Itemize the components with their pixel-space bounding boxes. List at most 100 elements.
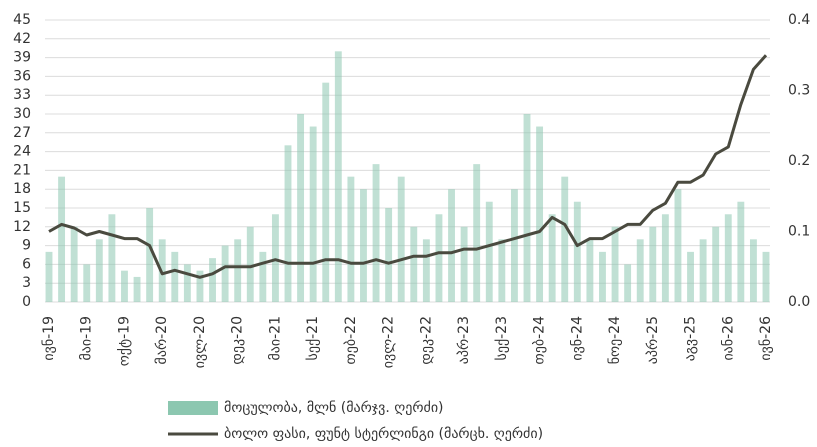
x-tick-label: აპრ-25	[644, 316, 661, 364]
bar	[209, 258, 216, 302]
bar	[561, 176, 569, 302]
x-tick-label: ნოე-24	[607, 316, 623, 364]
bar	[573, 201, 581, 302]
y-tick-label: 21	[13, 162, 31, 178]
x-tick-label: ივნ-24	[569, 316, 585, 361]
x-tick-label: ივლ-22	[381, 316, 397, 368]
y-tick-label: 39	[13, 50, 31, 66]
y-tick-label: 33	[13, 87, 31, 103]
bar	[334, 51, 342, 303]
bar	[536, 126, 544, 303]
bar	[636, 239, 644, 302]
bar	[146, 208, 154, 302]
bar	[171, 251, 179, 302]
bar	[108, 214, 116, 302]
price-line	[48, 54, 768, 279]
y-tick-label: 24	[13, 144, 31, 160]
bar	[649, 226, 657, 302]
y-tick-label: 3	[22, 275, 31, 291]
y2-tick-label: 0.1	[788, 224, 810, 240]
legend-swatch	[168, 401, 218, 415]
bar	[83, 264, 91, 302]
bar	[360, 189, 367, 302]
bar	[221, 245, 229, 302]
bar	[661, 214, 669, 302]
bar	[95, 239, 103, 302]
bar	[548, 214, 556, 302]
x-tick-label: ივნ-26	[758, 316, 774, 361]
x-tick-label: სექ-21	[305, 316, 321, 360]
x-tick-label: მაი-21	[267, 316, 283, 361]
x-tick-label: მარ-20	[153, 316, 170, 364]
bar	[372, 164, 380, 302]
x-tick-label: აპრ-23	[455, 316, 472, 364]
y-tick-label: 42	[13, 31, 31, 47]
bar	[485, 201, 493, 302]
bar	[322, 82, 330, 303]
x-tick-label: იან-26	[720, 316, 736, 361]
bar	[624, 264, 632, 302]
x-tick-label: მაი-19	[79, 316, 95, 361]
y2-tick-label: 0.3	[788, 83, 810, 99]
bar	[749, 239, 757, 302]
bar	[133, 276, 141, 302]
x-tick-label: ივლ-20	[192, 316, 208, 368]
bar	[397, 176, 405, 302]
bar	[724, 214, 732, 302]
y2-tick-label: 0.4	[788, 12, 810, 28]
bar	[510, 189, 518, 302]
bar	[674, 189, 682, 302]
bar	[58, 176, 66, 302]
bar	[687, 251, 694, 302]
y-tick-label: 27	[13, 125, 31, 141]
y-tick-label: 18	[13, 181, 31, 197]
x-tick-label: სექ-23	[494, 316, 510, 360]
x-tick-label: აგვ-25	[683, 316, 699, 361]
bar	[284, 145, 292, 302]
bar	[435, 214, 443, 302]
bar	[121, 270, 128, 302]
bar	[70, 226, 78, 302]
y-tick-label: 15	[13, 200, 31, 216]
bar	[737, 201, 745, 302]
bar	[422, 239, 430, 302]
x-tick-label: თებ-22	[343, 316, 359, 364]
bar	[196, 270, 204, 302]
y-tick-label: 36	[13, 68, 31, 84]
bar	[271, 214, 279, 302]
bar	[259, 251, 267, 302]
bar	[523, 114, 531, 302]
bar	[309, 126, 317, 303]
x-tick-label: თებ-24	[532, 316, 548, 365]
bar	[347, 176, 355, 302]
y-tick-label: 9	[22, 238, 31, 254]
y-tick-label: 12	[13, 219, 31, 235]
bar	[498, 239, 506, 302]
y-tick-label: 30	[13, 106, 31, 122]
y-tick-label: 6	[22, 256, 31, 272]
bar	[762, 251, 770, 302]
bar	[410, 226, 418, 302]
bar	[473, 164, 481, 302]
bar	[699, 239, 707, 302]
bar	[297, 114, 305, 302]
y-tick-label: 45	[13, 12, 31, 28]
bar	[586, 239, 594, 302]
bar	[385, 208, 393, 302]
y2-tick-label: 0.2	[788, 153, 810, 169]
x-tick-label: დეკ-20	[230, 316, 246, 365]
bar	[183, 264, 191, 302]
x-tick-label: ივნ-19	[41, 316, 57, 361]
bar	[611, 226, 619, 302]
bar	[246, 226, 254, 302]
y-tick-label: 0	[22, 294, 31, 310]
bar	[45, 251, 53, 302]
bar	[599, 251, 606, 302]
x-tick-label: ოქტ-19	[116, 316, 132, 366]
bar	[460, 226, 468, 302]
legend-label: ბოლო ფასი, ფუნტ სტერლინგი (მარცხ. ღერძი)	[224, 425, 543, 442]
y2-tick-label: 0.0	[788, 294, 810, 310]
bar	[234, 239, 242, 302]
x-tick-label: დეკ-22	[418, 316, 434, 365]
